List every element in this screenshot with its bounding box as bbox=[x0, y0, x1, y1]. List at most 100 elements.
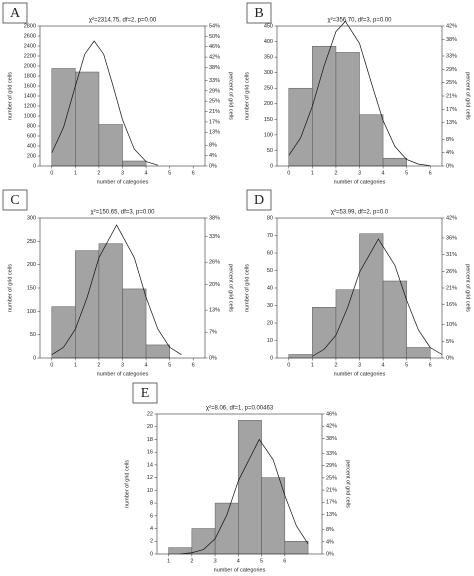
y-tick-label: 50 bbox=[267, 148, 273, 154]
y-tick-label: 300 bbox=[264, 70, 273, 76]
y-tick-label: 1400 bbox=[24, 93, 36, 99]
bar bbox=[122, 160, 147, 167]
y-tick-label: 70 bbox=[267, 233, 273, 239]
y-axis-title: number of grid cells bbox=[7, 72, 13, 120]
fit-curve bbox=[180, 438, 309, 555]
y2-tick-label: 54% bbox=[209, 23, 220, 29]
y-tick-label: 200 bbox=[27, 262, 36, 268]
x-tick-label: 6 bbox=[429, 362, 432, 368]
y2-tick-label: 8% bbox=[446, 137, 454, 143]
x-tick-label: 2 bbox=[334, 362, 337, 368]
y2-tick-label: 29% bbox=[209, 88, 220, 94]
x-tick-label: 1 bbox=[311, 362, 314, 368]
y2-tick-label: 31% bbox=[446, 252, 457, 258]
bar bbox=[406, 347, 431, 359]
x-tick-label: 3 bbox=[358, 362, 361, 368]
x-tick-label: 1 bbox=[74, 362, 77, 368]
x-tick-label: 3 bbox=[358, 170, 361, 176]
y2-tick-label: 4% bbox=[326, 539, 334, 545]
y2-tick-label: 13% bbox=[209, 130, 220, 136]
x-axis-title: number of categories bbox=[214, 567, 266, 573]
x-tick-label: 0 bbox=[287, 362, 290, 368]
y2-tick-label: 17% bbox=[209, 119, 220, 125]
x-axis-title: number of categories bbox=[97, 179, 149, 185]
bar bbox=[214, 502, 239, 555]
y2-axis-title: percent of grid cells bbox=[465, 264, 471, 312]
y2-tick-label: 42% bbox=[446, 215, 457, 221]
y-tick-label: 0 bbox=[270, 163, 273, 169]
x-tick-label: 4 bbox=[382, 170, 385, 176]
y-tick-label: 300 bbox=[27, 215, 36, 221]
y2-tick-label: 4% bbox=[446, 150, 454, 156]
y-tick-label: 100 bbox=[27, 309, 36, 315]
y-axis-title: number of grid cells bbox=[7, 264, 13, 312]
y2-tick-label: 46% bbox=[209, 44, 220, 50]
x-tick-label: 5 bbox=[260, 558, 263, 564]
y2-tick-label: 0% bbox=[209, 355, 217, 361]
y2-tick-label: 26% bbox=[209, 260, 220, 266]
panel-label-box bbox=[132, 382, 158, 404]
y2-axis-title: percent of grid cells bbox=[228, 72, 234, 120]
x-tick-label: 2 bbox=[97, 362, 100, 368]
y2-tick-label: 17% bbox=[446, 107, 457, 113]
y-tick-label: 400 bbox=[264, 39, 273, 45]
y2-tick-label: 13% bbox=[209, 308, 220, 314]
y-tick-label: 80 bbox=[267, 215, 273, 221]
x-axis-title: number of categories bbox=[334, 371, 386, 377]
y-tick-label: 2600 bbox=[24, 33, 36, 39]
chart-title: χ²=2314.75, df=2, p=0.00 bbox=[89, 18, 157, 24]
x-tick-label: 6 bbox=[192, 170, 195, 176]
bar bbox=[284, 541, 309, 555]
y-tick-label: 250 bbox=[264, 86, 273, 92]
y-tick-label: 4 bbox=[150, 526, 153, 532]
y2-tick-label: 26% bbox=[446, 269, 457, 275]
y-tick-label: 16 bbox=[147, 450, 153, 456]
bar bbox=[359, 114, 384, 167]
y-tick-label: 8 bbox=[150, 501, 153, 507]
x-tick-label: 4 bbox=[145, 362, 148, 368]
y2-tick-label: 0% bbox=[446, 355, 454, 361]
y-tick-label: 50 bbox=[30, 332, 36, 338]
y-tick-label: 40 bbox=[267, 285, 273, 291]
y2-tick-label: 21% bbox=[326, 488, 337, 494]
y-tick-label: 50 bbox=[267, 268, 273, 274]
chart-title: χ²=150.65, df=3, p=0.00 bbox=[90, 210, 155, 216]
y-tick-label: 400 bbox=[27, 143, 36, 149]
x-tick-label: 2 bbox=[190, 558, 193, 564]
y2-tick-label: 16% bbox=[446, 302, 457, 308]
panel-label: A bbox=[10, 6, 21, 21]
bar bbox=[288, 354, 313, 359]
x-tick-label: 5 bbox=[168, 170, 171, 176]
y-tick-label: 800 bbox=[27, 123, 36, 129]
x-tick-label: 3 bbox=[121, 170, 124, 176]
y-tick-label: 2 bbox=[150, 539, 153, 545]
y-tick-label: 100 bbox=[264, 132, 273, 138]
y2-tick-label: 38% bbox=[209, 215, 220, 221]
chart-title: χ²=53.99, df=2, p=0.0 bbox=[331, 210, 389, 216]
y-tick-label: 2400 bbox=[24, 43, 36, 49]
y2-tick-label: 33% bbox=[209, 78, 220, 84]
y2-tick-label: 0% bbox=[326, 551, 334, 557]
bar bbox=[359, 233, 384, 359]
x-tick-label: 3 bbox=[121, 362, 124, 368]
y2-tick-label: 50% bbox=[209, 34, 220, 40]
y-tick-label: 0 bbox=[33, 355, 36, 361]
x-tick-label: 5 bbox=[168, 362, 171, 368]
y2-tick-label: 33% bbox=[326, 451, 337, 457]
y2-tick-label: 29% bbox=[326, 463, 337, 469]
y2-tick-label: 42% bbox=[326, 424, 337, 430]
panel-label-box bbox=[2, 189, 28, 211]
y2-tick-label: 0% bbox=[446, 163, 454, 169]
y-tick-label: 200 bbox=[264, 101, 273, 107]
y-tick-label: 12 bbox=[147, 475, 153, 481]
y2-tick-label: 25% bbox=[446, 80, 457, 86]
x-tick-label: 4 bbox=[145, 170, 148, 176]
y-tick-label: 1200 bbox=[24, 103, 36, 109]
y2-tick-label: 33% bbox=[446, 53, 457, 59]
y-tick-label: 250 bbox=[27, 239, 36, 245]
bar bbox=[191, 528, 216, 555]
bar bbox=[238, 420, 262, 555]
x-tick-label: 4 bbox=[237, 558, 240, 564]
x-tick-label: 5 bbox=[405, 170, 408, 176]
